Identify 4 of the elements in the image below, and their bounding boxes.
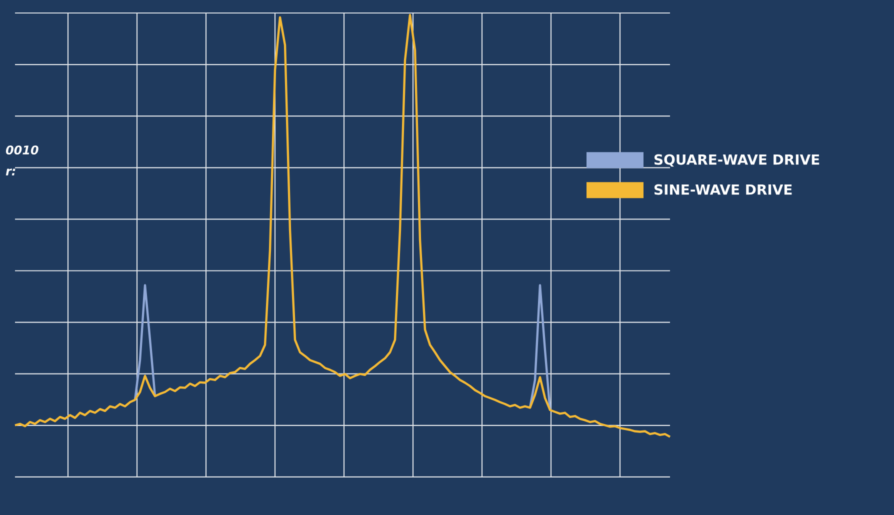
legend-label: SINE-WAVE DRIVE (654, 184, 792, 195)
legend-label: SQUARE-WAVE DRIVE (654, 154, 820, 167)
annotation: r: (6, 168, 16, 176)
annotation: 0010 (6, 145, 38, 155)
